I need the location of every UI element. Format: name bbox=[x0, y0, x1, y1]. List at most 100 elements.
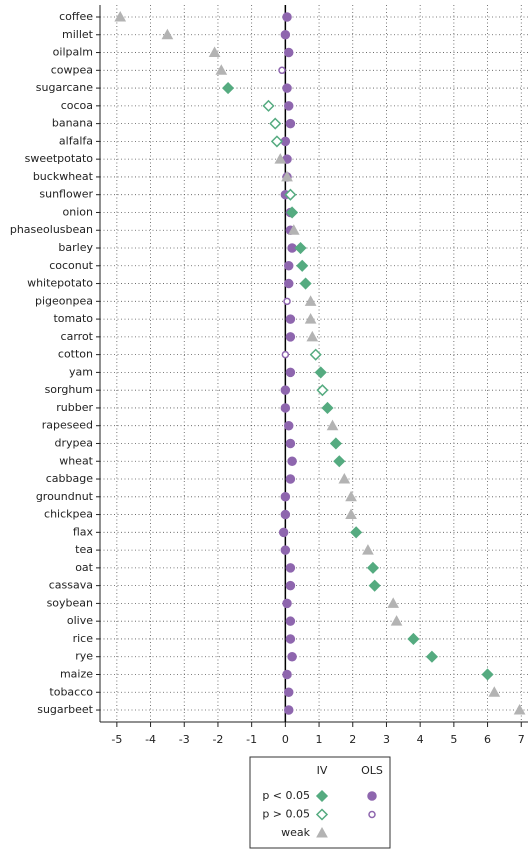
x-tick-label: -1 bbox=[246, 733, 257, 746]
ols-marker bbox=[283, 261, 294, 271]
iv-marker bbox=[270, 135, 283, 148]
ols-marker bbox=[283, 297, 291, 306]
y-tick-label: cassava bbox=[49, 579, 93, 592]
y-tick-label: yam bbox=[69, 365, 93, 378]
ols-marker bbox=[280, 403, 291, 413]
legend-marker bbox=[367, 791, 377, 801]
x-tick-label: 6 bbox=[484, 733, 491, 746]
y-tick-label: tomato bbox=[53, 312, 93, 325]
y-tick-label: onion bbox=[63, 205, 93, 218]
legend-marker bbox=[368, 810, 376, 819]
legend-marker bbox=[315, 789, 329, 803]
y-tick-label: olive bbox=[67, 614, 93, 627]
ols-marker bbox=[285, 580, 296, 591]
ols-marker bbox=[285, 332, 296, 342]
iv-weak-marker bbox=[387, 597, 400, 608]
x-tick-label: -4 bbox=[145, 733, 156, 746]
y-tick-label: carrot bbox=[61, 330, 94, 343]
y-tick-label: rice bbox=[73, 632, 94, 645]
y-tick-label: maize bbox=[60, 667, 93, 680]
iv-weak-marker bbox=[304, 313, 317, 324]
iv-marker bbox=[286, 206, 299, 219]
iv-weak-marker bbox=[215, 64, 228, 75]
ols-marker bbox=[285, 634, 296, 644]
ols-marker bbox=[281, 350, 290, 359]
ols-marker bbox=[285, 474, 296, 484]
y-tick-label: sugarcane bbox=[36, 81, 93, 94]
iv-weak-marker bbox=[274, 153, 287, 164]
legend-label: p < 0.05 bbox=[262, 789, 310, 802]
iv-marker bbox=[425, 650, 439, 663]
iv-marker bbox=[368, 579, 381, 592]
iv-weak-marker bbox=[390, 615, 403, 626]
iv-weak-marker bbox=[326, 419, 339, 431]
ols-marker bbox=[283, 47, 294, 58]
iv-marker bbox=[316, 384, 329, 397]
iv-weak-marker bbox=[345, 490, 357, 502]
y-tick-label: chickpea bbox=[44, 508, 93, 521]
y-tick-label: whitepotato bbox=[27, 277, 93, 290]
iv-marker bbox=[350, 526, 363, 539]
ols-marker bbox=[280, 492, 291, 502]
y-tick-label: coffee bbox=[59, 10, 93, 23]
x-tick-label: -3 bbox=[179, 733, 190, 746]
iv-marker bbox=[299, 277, 312, 290]
iv-weak-marker bbox=[161, 28, 174, 40]
y-tick-label: millet bbox=[62, 28, 94, 41]
ols-marker bbox=[282, 669, 292, 680]
iv-marker bbox=[329, 437, 342, 450]
y-tick-label: flax bbox=[73, 525, 94, 538]
iv-weak-marker bbox=[287, 224, 300, 235]
y-tick-label: cocoa bbox=[61, 99, 93, 112]
y-tick-label: coconut bbox=[49, 259, 93, 272]
y-tick-label: cowpea bbox=[51, 63, 93, 76]
x-tick-label: 2 bbox=[349, 733, 356, 746]
ols-marker bbox=[283, 420, 294, 431]
y-tick-label: alfalfa bbox=[59, 134, 93, 147]
ols-marker bbox=[285, 438, 296, 449]
y-tick-label: oilpalm bbox=[53, 46, 93, 59]
y-tick-label: tobacco bbox=[49, 685, 93, 698]
ols-marker bbox=[283, 101, 294, 111]
y-tick-label: sorghum bbox=[45, 383, 93, 396]
y-tick-label: banana bbox=[52, 117, 93, 130]
legend-column: OLS bbox=[361, 764, 383, 777]
iv-weak-marker bbox=[306, 330, 319, 342]
y-tick-label: phaseolusbean bbox=[10, 223, 93, 236]
x-tick-label: 3 bbox=[383, 733, 390, 746]
y-tick-label: rubber bbox=[56, 401, 93, 414]
iv-marker bbox=[296, 259, 309, 272]
legend-marker bbox=[315, 808, 329, 821]
iv-weak-marker bbox=[488, 686, 501, 697]
iv-weak-marker bbox=[208, 46, 221, 58]
y-tick-label: sweetpotato bbox=[25, 152, 94, 165]
iv-marker bbox=[262, 99, 275, 112]
ols-marker bbox=[285, 367, 296, 378]
x-tick-label: 5 bbox=[450, 733, 457, 746]
x-tick-label: 7 bbox=[518, 733, 525, 746]
y-tick-label: buckwheat bbox=[33, 170, 94, 183]
iv-marker bbox=[284, 188, 297, 201]
legend-label: p > 0.05 bbox=[262, 808, 310, 821]
iv-weak-marker bbox=[281, 170, 293, 182]
ols-marker bbox=[280, 545, 291, 555]
y-tick-label: tea bbox=[75, 543, 93, 556]
iv-marker bbox=[407, 632, 420, 646]
iv-marker bbox=[314, 366, 327, 379]
x-tick-label: 0 bbox=[282, 733, 289, 746]
ols-marker bbox=[283, 687, 294, 698]
ols-marker bbox=[282, 12, 292, 22]
iv-weak-marker bbox=[338, 472, 351, 484]
iv-marker bbox=[321, 401, 334, 415]
ols-marker bbox=[285, 616, 296, 626]
y-tick-label: rapeseed bbox=[42, 419, 93, 432]
y-tick-label: barley bbox=[58, 241, 93, 254]
iv-weak-marker bbox=[345, 508, 357, 520]
x-tick-label: -5 bbox=[111, 733, 122, 746]
ols-marker bbox=[280, 509, 291, 520]
ols-marker bbox=[282, 598, 292, 609]
y-tick-label: sunflower bbox=[39, 188, 93, 201]
x-tick-label: -2 bbox=[212, 733, 223, 746]
y-tick-label: wheat bbox=[59, 454, 93, 467]
iv-marker bbox=[333, 455, 346, 468]
